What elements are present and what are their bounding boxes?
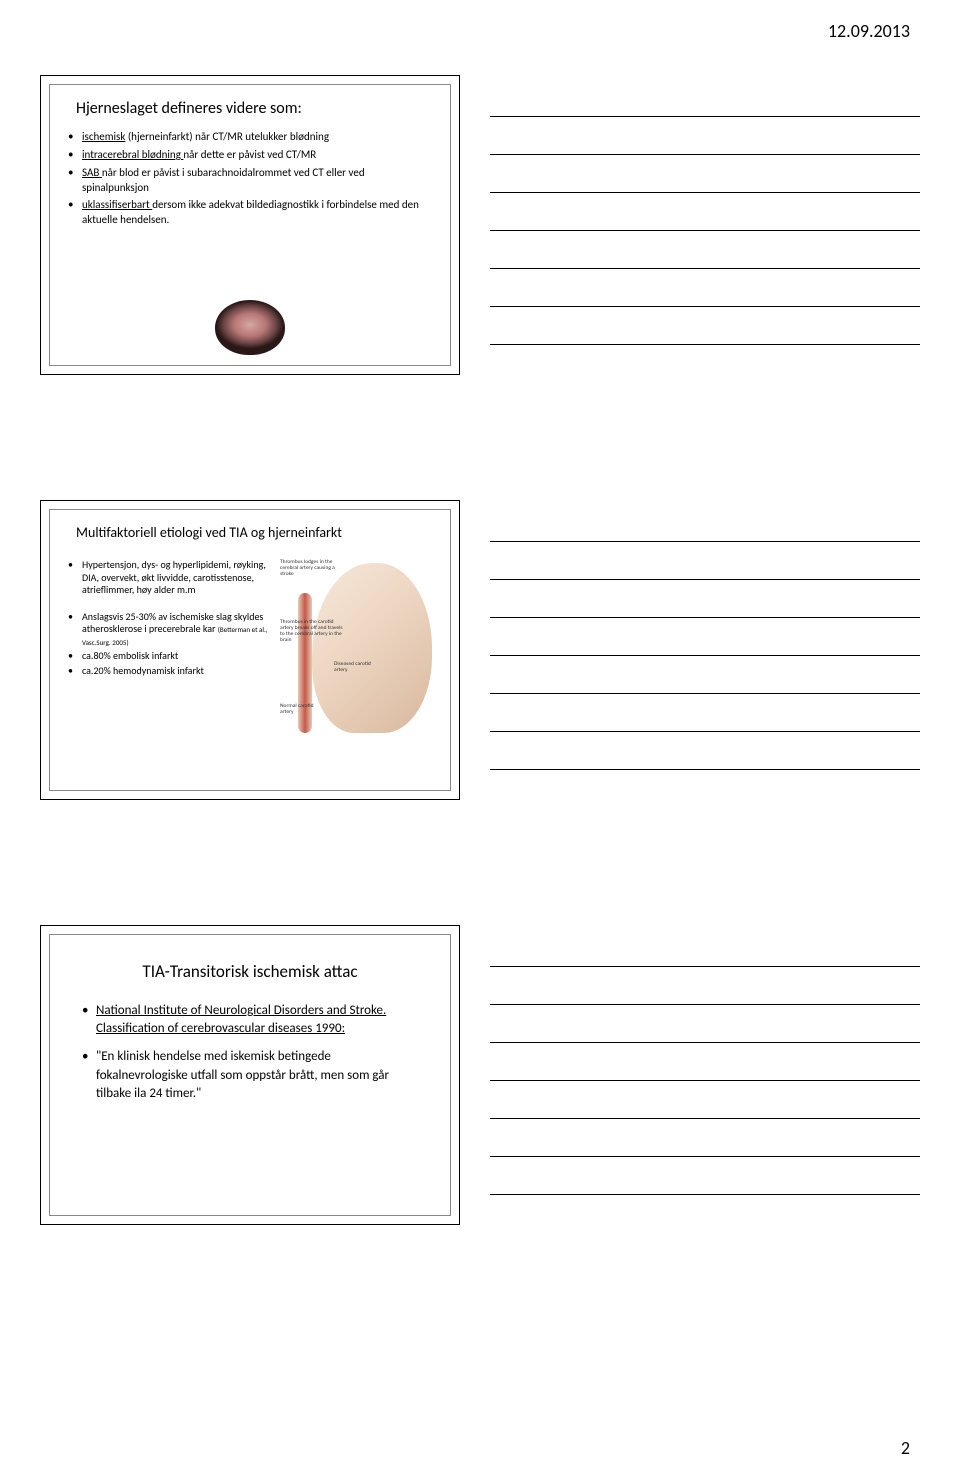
note-line — [490, 1005, 920, 1043]
slide-3-link-line-1: National Institute of Neurological Disor… — [96, 1003, 386, 1018]
note-line — [490, 231, 920, 269]
slide-1: Hjerneslaget defineres videre som: ische… — [49, 84, 451, 366]
slide-1-bullet: intracerebral blødning når dette er påvi… — [68, 148, 432, 163]
slide-2-diagram: Thrombus lodges in the cerebral artery c… — [282, 553, 432, 753]
diagram-label-diseased: Diseased carotid artery — [334, 661, 374, 673]
notes-col-2 — [490, 500, 920, 810]
note-line — [490, 1043, 920, 1081]
note-line — [490, 1157, 920, 1195]
note-line — [490, 79, 920, 117]
slide-2-group2: Anslagsvis 25-30% av ischemiske slag sky… — [68, 611, 278, 678]
slide-3-quote: "En klinisk hendelse med iskemisk beting… — [82, 1048, 418, 1103]
slide-3-link-item: National Institute of Neurological Disor… — [82, 1002, 418, 1038]
brain-image — [215, 300, 285, 355]
note-line — [490, 307, 920, 345]
slide-2-bullet: Anslagsvis 25-30% av ischemiske slag sky… — [68, 611, 278, 649]
slide-2-bullet: Hypertensjon, dys- og hyperlipidemi, røy… — [68, 559, 278, 597]
slide-3-title: TIA-Transitorisk ischemisk attac — [82, 961, 418, 982]
row-3: TIA-Transitorisk ischemisk attac Nationa… — [40, 925, 920, 1305]
row-2: Multifaktoriell etiologi ved TIA og hjer… — [40, 500, 920, 880]
slide-1-bullet: uklassifiserbart dersom ikke adekvat bil… — [68, 198, 432, 228]
notes-col-3 — [490, 925, 920, 1235]
slide-2-bullet: ca.80% embolisk infarkt — [68, 650, 278, 663]
slide-2-bullet: ca.20% hemodynamisk infarkt — [68, 665, 278, 678]
note-line — [490, 193, 920, 231]
slide-rows: Hjerneslaget defineres videre som: ische… — [40, 75, 920, 1305]
slide-3-link-line-2: Classification of cerebrovascular diseas… — [96, 1021, 345, 1036]
note-line — [490, 155, 920, 193]
page-number: 2 — [901, 1437, 910, 1459]
slide-1-title: Hjerneslaget defineres videre som: — [68, 99, 432, 118]
slide-2-title: Multifaktoriell etiologi ved TIA og hjer… — [68, 524, 432, 541]
note-line — [490, 580, 920, 618]
slide-3-frame: TIA-Transitorisk ischemisk attac Nationa… — [40, 925, 460, 1225]
slide-2-frame: Multifaktoriell etiologi ved TIA og hjer… — [40, 500, 460, 800]
note-line — [490, 542, 920, 580]
slide-1-bullet: SAB når blod er påvist i subarachnoidalr… — [68, 166, 432, 196]
note-line — [490, 269, 920, 307]
note-line — [490, 1119, 920, 1157]
header-date: 12.09.2013 — [828, 20, 910, 42]
slide-1-bullet: ischemisk (hjerneinfarkt) når CT/MR utel… — [68, 130, 432, 145]
slide-3-link: National Institute of Neurological Disor… — [82, 1002, 418, 1038]
note-line — [490, 732, 920, 770]
notes-col-1 — [490, 75, 920, 385]
slide-3: TIA-Transitorisk ischemisk attac Nationa… — [49, 934, 451, 1216]
note-line — [490, 117, 920, 155]
row-1: Hjerneslaget defineres videre som: ische… — [40, 75, 920, 455]
note-line — [490, 694, 920, 732]
slide-1-frame: Hjerneslaget defineres videre som: ische… — [40, 75, 460, 375]
diagram-label-top: Thrombus lodges in the cerebral artery c… — [280, 559, 340, 577]
note-line — [490, 656, 920, 694]
note-line — [490, 967, 920, 1005]
note-line — [490, 618, 920, 656]
note-line — [490, 929, 920, 967]
slide-2-group1: Hypertensjon, dys- og hyperlipidemi, røy… — [68, 559, 278, 597]
diagram-label-normal: Normal carotid artery — [280, 703, 320, 715]
note-line — [490, 1081, 920, 1119]
slide-1-bullets: ischemisk (hjerneinfarkt) når CT/MR utel… — [68, 130, 432, 228]
diagram-label-mid: Thrombus in the carotid artery breaks of… — [280, 619, 345, 643]
slide-2: Multifaktoriell etiologi ved TIA og hjer… — [49, 509, 451, 791]
note-line — [490, 504, 920, 542]
